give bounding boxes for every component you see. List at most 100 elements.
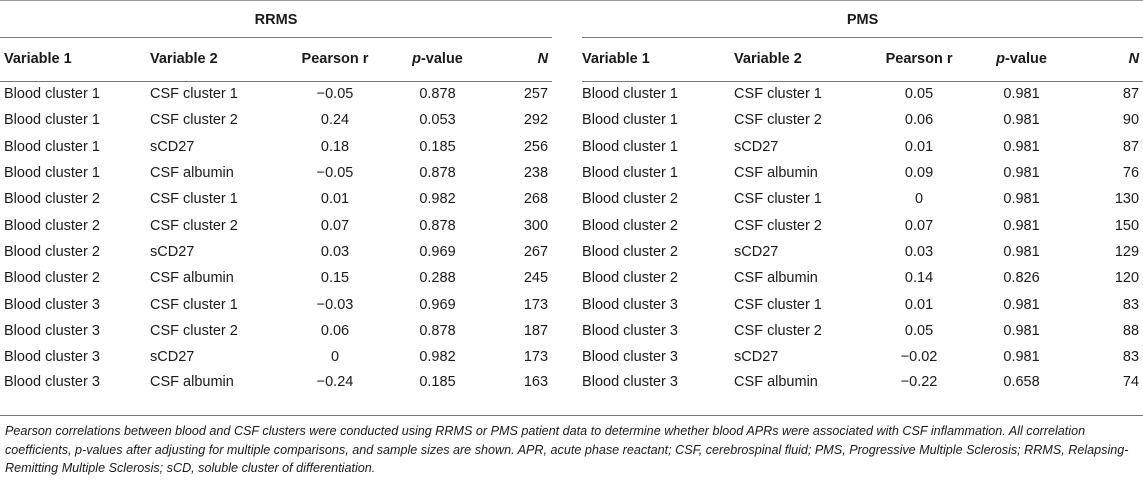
cell-variable-1: Blood cluster 3 (582, 349, 678, 366)
cell-variable-2: CSF cluster 2 (150, 322, 238, 339)
cell-variable-2: CSF albumin (734, 270, 818, 287)
cell-p-value: 0.981 (1003, 165, 1040, 182)
cell-pearson-r: 0.05 (904, 86, 934, 103)
cell-n: 74 (1122, 374, 1140, 391)
cell-n: 173 (523, 296, 549, 313)
table-row: Blood cluster 3 CSF albumin −0.24 0.185 163 B… (0, 370, 1143, 396)
cell-variable-2: sCD27 (150, 138, 195, 155)
cell-n: 292 (523, 112, 549, 129)
cell-p-value: 0.981 (1003, 86, 1040, 103)
cell-gap (552, 212, 582, 238)
cell-variable-2: CSF cluster 1 (150, 296, 238, 313)
cell-variable-2: sCD27 (734, 138, 779, 155)
cell-pearson-r: 0.07 (904, 217, 934, 234)
cell-p-value: 0.982 (419, 349, 456, 366)
cell-p-value: 0.981 (1003, 296, 1040, 313)
col-p-value: p-value (390, 37, 485, 82)
cell-variable-2: CSF albumin (150, 270, 234, 287)
col-variable-1: Variable 1 (0, 37, 150, 82)
table-body: Blood cluster 1 CSF cluster 1 −0.05 0.878 25… (0, 81, 1143, 397)
cell-variable-2: CSF cluster 2 (150, 112, 238, 129)
col-p-value: p-value (974, 37, 1070, 82)
table-row: Blood cluster 1 CSF cluster 1 −0.05 0.878 25… (0, 81, 1143, 107)
cell-variable-1: Blood cluster 1 (4, 138, 100, 155)
cell-pearson-r: 0.18 (320, 138, 350, 155)
cell-n: 87 (1122, 138, 1140, 155)
cell-gap (552, 239, 582, 265)
cell-variable-1: Blood cluster 3 (4, 322, 100, 339)
cell-p-value: 0.981 (1003, 191, 1040, 208)
cell-pearson-r: 0.05 (904, 322, 934, 339)
cell-pearson-r: 0.06 (904, 112, 934, 129)
col-pearson-r: Pearson r (280, 37, 390, 82)
cell-n: 90 (1122, 112, 1140, 129)
table-row: Blood cluster 3 CSF cluster 2 0.06 0.878 187… (0, 318, 1143, 344)
cell-variable-1: Blood cluster 3 (582, 296, 678, 313)
cell-n: 76 (1122, 165, 1140, 182)
cell-pearson-r: 0.03 (320, 243, 350, 260)
cell-variable-2: CSF cluster 1 (150, 191, 238, 208)
cell-n: 173 (523, 349, 549, 366)
cell-pearson-r: −0.05 (316, 86, 354, 103)
cell-p-value: 0.826 (1003, 270, 1040, 287)
cell-variable-2: CSF cluster 2 (150, 217, 238, 234)
cell-p-value: 0.878 (419, 165, 456, 182)
cell-gap (552, 134, 582, 160)
cell-p-value: 0.658 (1003, 374, 1040, 391)
correlation-table: RRMS PMS Variable 1 Variable 2 Pearson r… (0, 0, 1143, 397)
cell-variable-2: CSF cluster 2 (734, 112, 822, 129)
cell-variable-2: CSF cluster 1 (734, 86, 822, 103)
cell-pearson-r: 0.01 (904, 296, 934, 313)
cell-variable-1: Blood cluster 3 (582, 322, 678, 339)
cell-n: 88 (1122, 322, 1140, 339)
cell-n: 238 (523, 165, 549, 182)
table-row: Blood cluster 1 CSF albumin −0.05 0.878 238 B… (0, 160, 1143, 186)
cell-pearson-r: −0.02 (900, 349, 938, 366)
cell-n: 87 (1122, 86, 1140, 103)
cell-p-value: 0.053 (419, 112, 456, 129)
cell-variable-1: Blood cluster 1 (582, 112, 678, 129)
group-header-row: RRMS PMS (0, 0, 1143, 38)
cell-pearson-r: −0.03 (316, 296, 354, 313)
cell-pearson-r: 0 (915, 191, 924, 208)
cell-pearson-r: 0 (330, 349, 340, 366)
cell-gap (552, 291, 582, 317)
cell-variable-2: sCD27 (150, 349, 195, 366)
cell-n: 83 (1122, 296, 1140, 313)
col-variable-2: Variable 2 (150, 37, 280, 82)
cell-n: 300 (523, 217, 549, 234)
cell-variable-1: Blood cluster 3 (4, 374, 100, 391)
cell-p-value: 0.878 (419, 322, 456, 339)
cell-variable-1: Blood cluster 2 (582, 243, 678, 260)
cell-n: 245 (523, 270, 549, 287)
cell-n: 257 (523, 86, 549, 103)
cell-variable-1: Blood cluster 3 (4, 349, 100, 366)
cell-p-value: 0.981 (1003, 322, 1040, 339)
cell-variable-1: Blood cluster 2 (4, 191, 100, 208)
cell-p-value: 0.969 (419, 243, 456, 260)
cell-gap (552, 81, 582, 107)
cell-variable-2: CSF cluster 2 (734, 217, 822, 234)
table-row: Blood cluster 2 CSF albumin 0.15 0.288 245 Bl… (0, 265, 1143, 291)
cell-p-value: 0.981 (1003, 112, 1040, 129)
cell-p-value: 0.185 (419, 138, 456, 155)
group-rrms: RRMS (0, 0, 553, 38)
column-header-row: Variable 1 Variable 2 Pearson r p-value … (0, 37, 1143, 82)
cell-variable-2: CSF cluster 2 (734, 322, 822, 339)
cell-pearson-r: −0.24 (316, 374, 354, 391)
table-row: Blood cluster 1 sCD27 0.18 0.185 256 Blood cl… (0, 134, 1143, 160)
cell-p-value: 0.969 (419, 296, 456, 313)
cell-pearson-r: 0.14 (904, 270, 934, 287)
cell-gap (552, 186, 582, 212)
cell-p-value: 0.981 (1003, 138, 1040, 155)
cell-n: 268 (523, 191, 549, 208)
cell-p-value: 0.288 (419, 270, 456, 287)
cell-pearson-r: −0.22 (900, 374, 938, 391)
col-n: N (485, 37, 553, 82)
cell-pearson-r: 0.24 (320, 112, 350, 129)
cell-pearson-r: 0.03 (904, 243, 934, 260)
cell-variable-2: sCD27 (150, 243, 195, 260)
cell-pearson-r: −0.05 (316, 165, 354, 182)
cell-variable-1: Blood cluster 1 (582, 138, 678, 155)
